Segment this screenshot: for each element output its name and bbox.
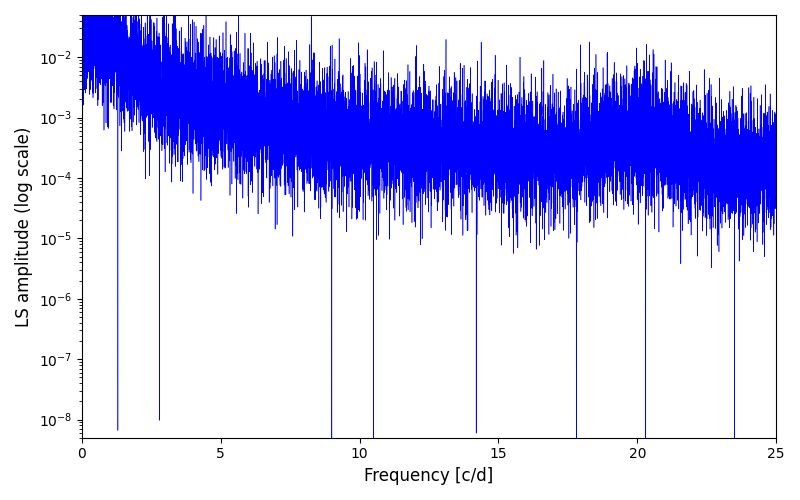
X-axis label: Frequency [c/d]: Frequency [c/d] <box>364 467 494 485</box>
Y-axis label: LS amplitude (log scale): LS amplitude (log scale) <box>15 126 33 326</box>
